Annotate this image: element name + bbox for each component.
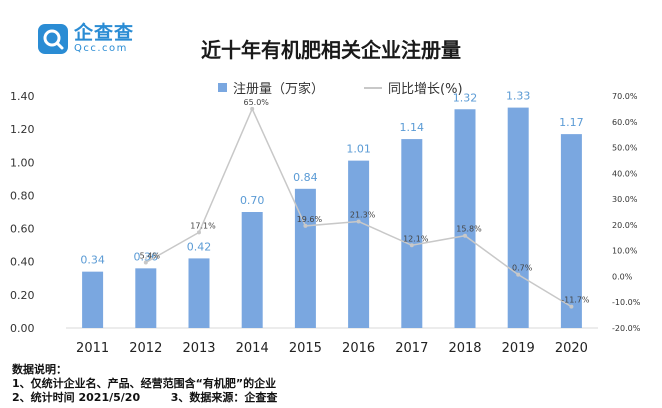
legend-item-bar: 注册量（万家） — [218, 78, 324, 97]
growth-point — [409, 243, 414, 248]
bar — [241, 212, 263, 328]
x-tick-label: 2011 — [76, 341, 109, 356]
chart-legend: 注册量（万家） 同比增长(%) — [218, 78, 503, 97]
growth-point — [197, 230, 201, 235]
growth-point — [250, 106, 255, 111]
x-tick-label: 2014 — [236, 341, 269, 356]
x-tick-label: 2017 — [395, 341, 428, 356]
growth-value-label: 19.6% — [297, 215, 323, 224]
bar-value-label: 1.17 — [559, 116, 584, 129]
y-right-tick-label: -10.0% — [612, 298, 641, 307]
legend-item-line: 同比增长(%) — [364, 78, 463, 97]
growth-point — [463, 233, 467, 238]
legend-bar-swatch — [218, 83, 227, 92]
bar-value-label: 1.33 — [506, 90, 531, 103]
bar-value-label: 0.42 — [187, 240, 212, 253]
growth-value-label: 65.0% — [243, 98, 269, 107]
growth-value-label: 0.7% — [512, 264, 533, 273]
bar — [560, 134, 582, 328]
y-right-tick-label: -20.0% — [612, 324, 641, 333]
y-right-tick-label: 40.0% — [612, 169, 638, 178]
x-tick-label: 2020 — [555, 341, 588, 356]
x-tick-label: 2012 — [129, 341, 162, 356]
x-tick-label: 2013 — [182, 341, 215, 356]
bar-value-label: 0.34 — [80, 254, 105, 267]
bar — [348, 160, 370, 328]
bar-value-label: 1.14 — [400, 121, 425, 134]
growth-value-label: 17.1% — [190, 221, 216, 230]
bar-value-label: 0.84 — [293, 171, 318, 184]
bar-value-label: 1.32 — [453, 91, 478, 104]
growth-point — [569, 304, 574, 309]
notes-line-1: 1、仅统计企业名、产品、经营范围含“有机肥”的企业 — [12, 377, 277, 390]
y-left-tick-label: 1.00 — [10, 156, 35, 169]
growth-value-label: -11.7% — [561, 296, 590, 305]
bar — [507, 107, 529, 328]
growth-point — [516, 272, 521, 277]
notes-line-2: 2、统计时间 2021/5/20 3、数据来源：企查查 — [12, 391, 278, 404]
y-right-tick-label: 20.0% — [612, 221, 638, 230]
y-right-tick-label: 50.0% — [612, 144, 638, 153]
growth-point — [143, 260, 148, 265]
growth-value-label: 5.4% — [140, 252, 161, 261]
x-tick-label: 2015 — [289, 341, 322, 356]
x-tick-label: 2016 — [342, 341, 375, 356]
y-left-tick-label: 1.20 — [10, 123, 35, 136]
y-right-tick-label: 30.0% — [612, 195, 638, 204]
chart-title: 近十年有机肥相关企业注册量 — [201, 38, 461, 62]
bar-value-label: 0.70 — [240, 194, 265, 207]
growth-value-label: 12.1% — [403, 234, 429, 243]
growth-value-label: 15.8% — [456, 225, 482, 234]
y-left-tick-label: 0.00 — [10, 322, 35, 335]
y-right-tick-label: 60.0% — [612, 118, 638, 127]
data-notes: 数据说明： 1、仅统计企业名、产品、经营范围含“有机肥”的企业 2、统计时间 2… — [12, 363, 277, 405]
legend-bar-label: 注册量（万家） — [233, 82, 325, 97]
bar-value-label: 0.36 — [134, 250, 159, 263]
legend-line-label: 同比增长(%) — [388, 82, 463, 97]
growth-value-label: 21.3% — [350, 211, 376, 220]
x-tick-label: 2019 — [502, 341, 535, 356]
notes-heading: 数据说明： — [12, 363, 67, 376]
bar — [294, 188, 316, 328]
y-left-tick-label: 0.80 — [10, 189, 35, 202]
x-tick-label: 2018 — [448, 341, 481, 356]
legend-line-swatch — [364, 86, 383, 89]
y-left-tick-label: 0.20 — [10, 289, 35, 302]
bar — [82, 271, 104, 328]
logo-name-cn: 企查查 — [74, 22, 135, 44]
y-left-tick-label: 0.40 — [10, 256, 35, 269]
qcc-logo-icon — [38, 24, 68, 55]
bar — [135, 268, 157, 328]
logo-name-en: Qcc.com — [74, 42, 128, 54]
growth-point — [303, 223, 308, 228]
y-left-tick-label: 1.40 — [10, 90, 35, 103]
y-right-tick-label: 0.0% — [612, 272, 633, 281]
bar — [401, 139, 423, 328]
y-right-tick-label: 70.0% — [612, 92, 638, 101]
y-left-tick-label: 0.60 — [10, 223, 35, 236]
y-right-tick-label: 10.0% — [612, 247, 638, 256]
bar-value-label: 1.01 — [346, 143, 371, 156]
growth-point — [356, 219, 361, 224]
brand-logo: 企查查 Qcc.com — [38, 22, 135, 55]
bar — [188, 258, 210, 328]
bar — [454, 109, 476, 328]
